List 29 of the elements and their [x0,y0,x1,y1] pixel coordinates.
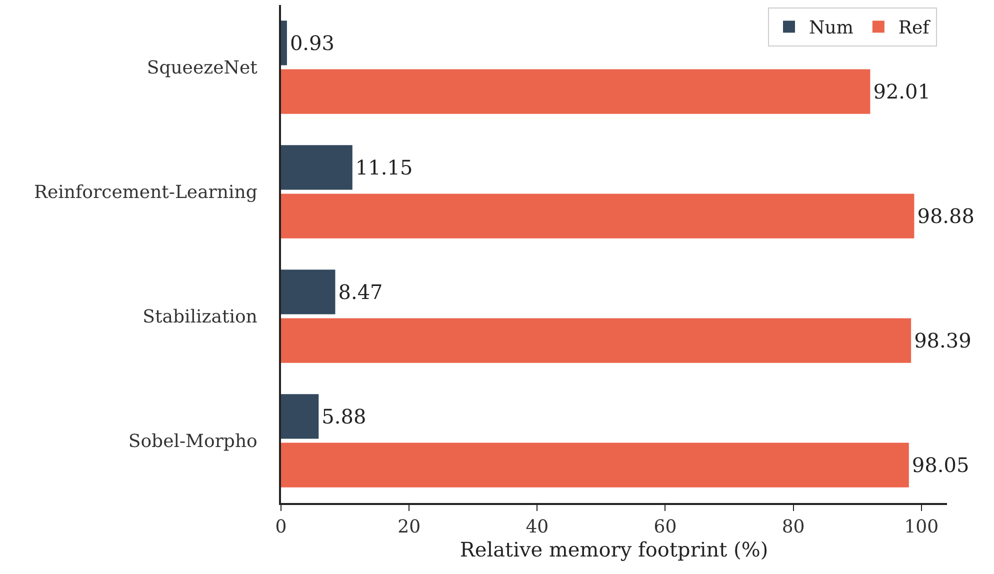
y-tick-label: SqueezeNet [146,58,258,79]
bar [281,318,912,363]
x-tick-label: 100 [904,516,939,538]
data-label: 98.88 [917,204,974,228]
y-tick-label: Stabilization [142,306,258,328]
x-tick-label: 80 [782,516,805,538]
bar [281,194,914,238]
bar [281,20,287,66]
x-tick-label: 20 [398,516,421,538]
x-tick-label: 60 [654,516,677,538]
legend-label: Ref [898,18,931,39]
bar [281,442,909,488]
data-label: 5.88 [322,404,366,428]
data-label: 8.47 [338,280,383,304]
data-label: 92.01 [873,80,930,104]
bar [281,270,336,314]
x-tick-label: 40 [526,516,549,538]
data-label: 11.15 [355,155,413,180]
y-tick-label: Reinforcement-Learning [34,182,258,204]
y-tick-label: Sobel-Morpho [128,431,258,452]
bar [281,394,319,439]
data-label: 98.05 [912,453,970,478]
bar [281,145,352,190]
data-label: 98.39 [914,328,972,353]
x-axis-title: Relative memory footprint (%) [460,538,768,562]
x-tick-label: 0 [275,516,287,538]
bar [281,69,870,114]
data-label: 0.93 [290,30,334,55]
legend-label: Num [809,18,854,39]
